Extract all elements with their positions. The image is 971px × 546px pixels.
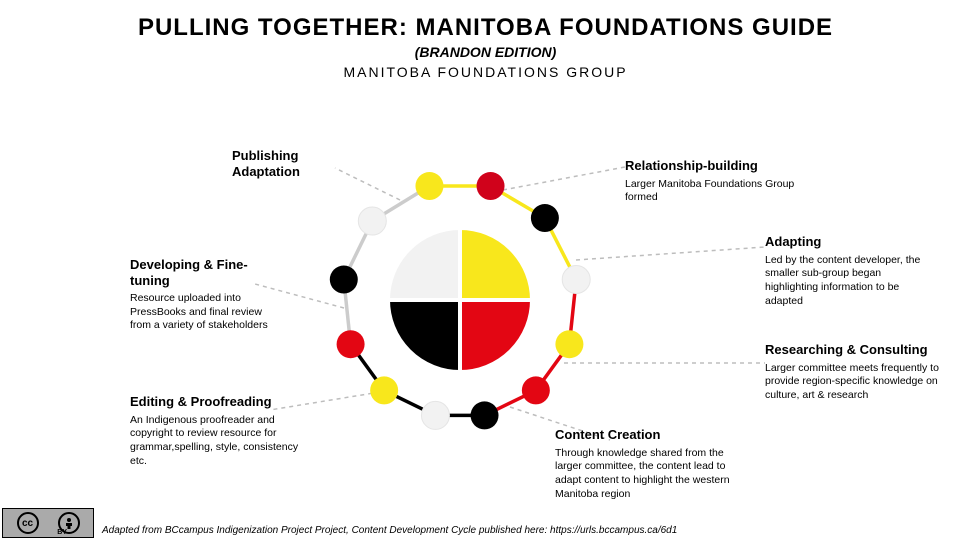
label-researching: Researching & Consulting Larger committe… [765,342,940,403]
label-desc: Through knowledge shared from the larger… [555,447,735,502]
footer-attribution: Adapted from BCcampus Indigenization Pro… [102,525,677,536]
label-title: Researching & Consulting [765,342,928,357]
cc-icon: cc [17,512,39,534]
by-text: BY [57,529,67,536]
label-desc: Larger committee meets frequently to pro… [765,362,940,403]
label-title: Editing & Proofreading [130,394,272,409]
label-title: Relationship-building [625,158,758,173]
label-publishing: Publishing Adaptation [232,148,352,179]
label-editing: Editing & Proofreading An Indigenous pro… [130,394,300,468]
label-title: Adapting [765,234,821,249]
label-desc: An Indigenous proofreader and copyright … [130,414,300,469]
label-desc: Larger Manitoba Foundations Group formed [625,178,825,205]
cc-by-badge: cc BY [2,508,94,538]
label-content: Content Creation Through knowledge share… [555,427,735,501]
label-relationship: Relationship-building Larger Manitoba Fo… [625,158,825,205]
label-title: Publishing Adaptation [232,148,300,179]
label-adapting: Adapting Led by the content developer, t… [765,234,935,308]
label-developing: Developing & Fine-tuning Resource upload… [130,257,280,333]
label-title: Developing & Fine-tuning [130,257,248,288]
label-title: Content Creation [555,427,660,442]
label-desc: Resource uploaded into PressBooks and fi… [130,292,280,333]
label-desc: Led by the content developer, the smalle… [765,254,935,309]
